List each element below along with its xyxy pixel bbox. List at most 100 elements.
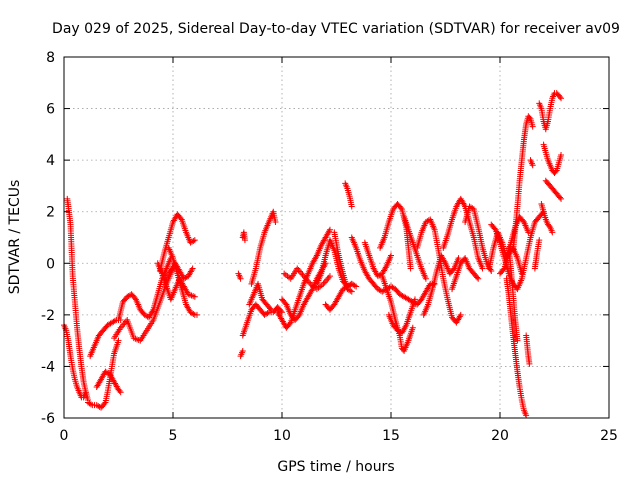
data-point bbox=[536, 237, 543, 244]
data-point bbox=[190, 237, 197, 244]
data-point bbox=[529, 162, 536, 169]
data-point bbox=[282, 300, 289, 307]
data-point bbox=[558, 95, 565, 102]
series-track-as bbox=[536, 90, 565, 133]
data-point bbox=[268, 306, 275, 313]
y-tick-label: -4 bbox=[41, 359, 55, 375]
data-point bbox=[457, 311, 464, 318]
data-point bbox=[193, 311, 200, 318]
series-track-aa bbox=[377, 200, 414, 272]
data-point bbox=[526, 114, 533, 121]
data-point bbox=[101, 400, 108, 407]
plot-frame bbox=[63, 56, 610, 419]
x-tick-label: 20 bbox=[491, 428, 509, 444]
data-point bbox=[189, 265, 196, 272]
data-point bbox=[267, 305, 274, 312]
series-track-at bbox=[540, 141, 565, 177]
y-axis-label: SDTVAR / TECUs bbox=[7, 180, 23, 295]
data-point bbox=[348, 288, 355, 295]
data-point bbox=[264, 310, 271, 317]
axis-ticks bbox=[63, 56, 610, 419]
data-point bbox=[326, 226, 333, 233]
y-tick-label: 6 bbox=[46, 102, 55, 118]
series-track-ar bbox=[531, 237, 543, 272]
data-point bbox=[115, 337, 122, 344]
data-point bbox=[347, 287, 354, 294]
data-point bbox=[455, 255, 462, 262]
data-point bbox=[286, 320, 293, 327]
series-track-ad bbox=[401, 213, 429, 282]
series-track-j bbox=[165, 244, 200, 318]
series-track-n bbox=[235, 270, 244, 282]
series-track-an bbox=[505, 244, 521, 344]
series-track-m bbox=[239, 229, 248, 244]
data-point bbox=[190, 310, 197, 317]
data-point bbox=[475, 275, 482, 282]
data-point bbox=[407, 265, 414, 272]
series-track-ao bbox=[523, 332, 533, 367]
data-point bbox=[411, 296, 418, 303]
y-tick-label: -2 bbox=[41, 308, 55, 324]
x-tick-label: 10 bbox=[273, 428, 291, 444]
series-track-av bbox=[538, 200, 556, 236]
data-point bbox=[526, 360, 533, 367]
data-point bbox=[529, 123, 536, 130]
data-point bbox=[326, 273, 333, 280]
data-point bbox=[111, 317, 118, 324]
data-point bbox=[241, 237, 248, 244]
series-track-af bbox=[420, 252, 462, 318]
data-point bbox=[552, 168, 559, 175]
data-point bbox=[479, 265, 486, 272]
data-point bbox=[556, 93, 563, 100]
x-tick-labels: 0 5 10 15 20 25 bbox=[60, 428, 618, 444]
y-tick-label: 8 bbox=[46, 50, 55, 66]
data-points bbox=[61, 90, 565, 419]
series-track-ac bbox=[385, 296, 418, 336]
data-point bbox=[422, 275, 429, 282]
data-point bbox=[351, 282, 358, 289]
x-tick-label: 0 bbox=[60, 428, 69, 444]
data-point bbox=[295, 313, 302, 320]
y-tick-label: 2 bbox=[46, 205, 55, 221]
y-tick-label: -6 bbox=[41, 411, 55, 427]
series-track-z bbox=[361, 239, 394, 280]
data-point bbox=[558, 195, 565, 202]
data-point bbox=[237, 275, 244, 282]
series-track-t bbox=[281, 265, 333, 293]
series-track-ab bbox=[379, 273, 416, 354]
series-track-d bbox=[87, 317, 124, 360]
series-track-am bbox=[503, 275, 530, 419]
data-point bbox=[353, 283, 360, 290]
data-point bbox=[549, 229, 556, 236]
y-tick-label: 0 bbox=[46, 256, 55, 272]
data-point bbox=[131, 295, 138, 302]
data-point bbox=[116, 387, 123, 394]
data-point bbox=[409, 324, 416, 331]
x-axis-label: GPS time / hours bbox=[277, 459, 394, 475]
series-track-e bbox=[93, 368, 124, 396]
series-track-au bbox=[542, 177, 565, 202]
data-point bbox=[191, 237, 198, 244]
series-track-p bbox=[248, 208, 279, 287]
data-point bbox=[177, 215, 184, 222]
data-point bbox=[523, 412, 530, 419]
series-track-ap bbox=[510, 113, 536, 254]
data-point bbox=[87, 401, 94, 408]
data-point bbox=[388, 252, 394, 259]
data-point bbox=[272, 219, 279, 226]
x-tick-label: 15 bbox=[382, 428, 400, 444]
data-point bbox=[491, 225, 498, 232]
y-tick-labels: -6 -4 -2 0 2 4 6 8 bbox=[41, 50, 55, 427]
data-point bbox=[500, 266, 507, 273]
data-point bbox=[558, 151, 565, 158]
series-track-k bbox=[154, 260, 198, 303]
x-tick-label: 25 bbox=[600, 428, 618, 444]
data-point bbox=[546, 222, 553, 229]
data-point bbox=[450, 266, 457, 273]
data-point bbox=[191, 293, 198, 300]
series-track-o bbox=[239, 301, 285, 339]
series-track-ah bbox=[449, 255, 482, 293]
data-point bbox=[239, 347, 246, 354]
